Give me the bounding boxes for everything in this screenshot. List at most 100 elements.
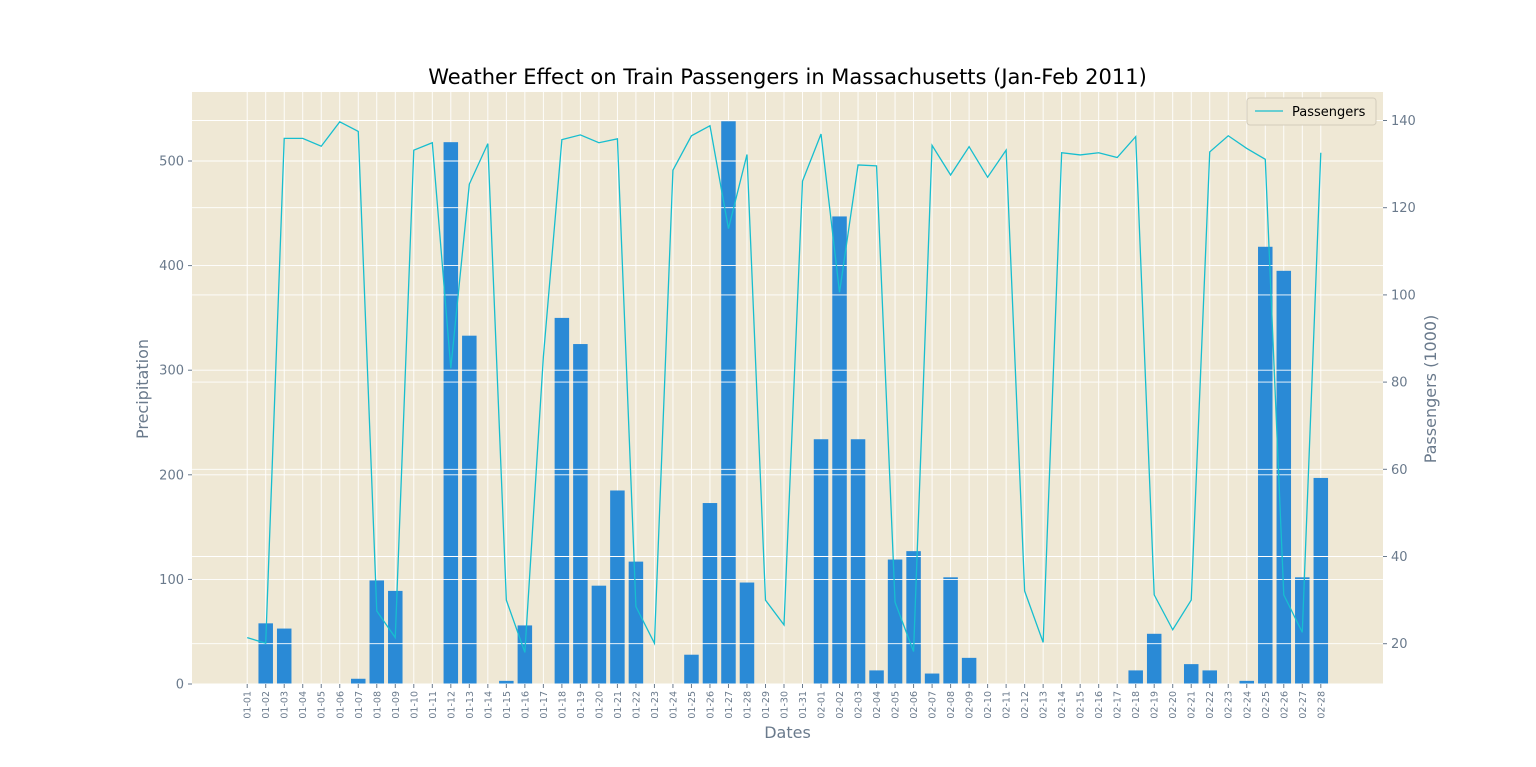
x-tick-label: 01-06 (335, 691, 346, 719)
precipitation-bar (850, 439, 866, 684)
x-tick-label: 01-23 (650, 691, 661, 719)
x-tick-label: 02-02 (835, 691, 846, 719)
x-tick-label: 01-30 (780, 691, 791, 719)
precipitation-bar (1258, 246, 1273, 684)
x-tick-label: 02-28 (1316, 691, 1327, 719)
precipitation-bar (832, 216, 847, 685)
x-tick-label: 02-01 (817, 691, 828, 719)
x-tick-label: 02-03 (854, 691, 865, 719)
precipitation-bar (887, 559, 903, 684)
passengers-line (247, 120, 1322, 653)
y-tick-label: 200 (159, 468, 184, 483)
y-tick-label: 400 (159, 259, 184, 274)
x-tick-label: 02-07 (928, 691, 939, 719)
x-tick-label: 02-19 (1150, 691, 1161, 719)
precipitation-bar (591, 585, 607, 684)
precipitation-bar (258, 623, 273, 684)
precipitation-bar (869, 670, 884, 684)
precipitation-bars (258, 121, 1329, 685)
precipitation-bar (443, 142, 459, 684)
x-tick-label: 01-29 (761, 691, 772, 719)
precipitation-bar (721, 121, 736, 684)
x-tick-label: 01-04 (298, 691, 309, 719)
precipitation-bar (517, 625, 533, 684)
y-tick-label: 100 (159, 573, 184, 588)
x-tick-label: 01-12 (446, 691, 457, 719)
precipitation-bar (739, 582, 755, 684)
x-tick-label: 02-16 (1094, 691, 1105, 719)
gridlines-overlay (192, 120, 1383, 685)
y2-tick-label: 20 (1391, 637, 1408, 652)
precipitation-bar (906, 551, 921, 684)
x-tick-label: 02-22 (1205, 691, 1216, 719)
x-tick-label: 01-19 (576, 691, 587, 719)
x-tick-label: 02-05 (891, 691, 902, 719)
x-tick-label: 02-15 (1076, 691, 1087, 719)
x-tick-label: 02-20 (1168, 691, 1179, 719)
x-tick-label: 01-16 (520, 691, 531, 719)
y2-tick-label: 140 (1391, 114, 1416, 129)
x-tick-label: 01-18 (557, 691, 568, 719)
y2-tick-label: 40 (1391, 550, 1408, 565)
y-tick-label: 0 (176, 678, 184, 693)
x-tick-label: 01-17 (539, 691, 550, 719)
precipitation-bar (1276, 270, 1292, 684)
x-tick-label: 02-10 (983, 691, 994, 719)
legend: Passengers (1246, 97, 1377, 126)
precipitation-bar (961, 657, 977, 684)
x-tick-label: 02-24 (1242, 691, 1253, 719)
y-axis-label: Precipitation (133, 339, 152, 439)
x-tick-label: 01-28 (742, 691, 753, 719)
x-tick-label: 01-05 (317, 691, 328, 719)
precipitation-bar (1183, 664, 1199, 684)
x-tick-label: 01-25 (687, 691, 698, 719)
precipitation-bar (369, 580, 385, 684)
y2-axis-ticks: 20 40 60 80 100 120 140 (1383, 114, 1416, 652)
precipitation-bar (276, 628, 292, 684)
x-tick-label: 01-21 (613, 691, 624, 719)
y2-axis-label: Passengers (1000) (1421, 315, 1440, 464)
precipitation-bar (1146, 633, 1162, 684)
x-tick-label: 01-22 (631, 691, 642, 719)
x-tick-label: 01-13 (465, 691, 476, 719)
x-tick-label: 02-06 (909, 691, 920, 719)
x-tick-label: 02-14 (1057, 691, 1068, 719)
plot-background (192, 92, 1383, 684)
x-tick-label: 02-17 (1113, 691, 1124, 719)
precipitation-bar (1128, 670, 1143, 684)
y2-tick-label: 100 (1391, 288, 1416, 303)
x-tick-label: 01-11 (428, 691, 439, 719)
x-tick-label: 01-14 (483, 691, 494, 719)
x-tick-label: 01-08 (372, 691, 383, 719)
x-tick-label: 02-26 (1279, 691, 1290, 719)
y2-tick-label: 120 (1391, 201, 1416, 216)
x-tick-label: 01-15 (502, 691, 513, 719)
x-tick-label: 01-03 (280, 691, 291, 719)
precipitation-bar (610, 490, 625, 684)
x-tick-label: 01-01 (243, 691, 254, 719)
y2-tick-label: 80 (1391, 376, 1408, 391)
precipitation-bar (813, 439, 829, 684)
precipitation-bar (1313, 477, 1329, 684)
precipitation-bar (351, 678, 366, 684)
precipitation-bar (1239, 680, 1255, 684)
x-tick-label: 02-27 (1298, 691, 1309, 719)
y-tick-label: 500 (159, 155, 184, 170)
y2-tick-label: 60 (1391, 463, 1408, 478)
x-tick-label: 02-23 (1224, 691, 1235, 719)
x-tick-label: 01-09 (391, 691, 402, 719)
precipitation-bar (684, 654, 699, 684)
x-tick-label: 02-18 (1131, 691, 1142, 719)
x-axis-label: Dates (764, 723, 811, 742)
precipitation-bar (702, 503, 718, 684)
precipitation-bar (554, 317, 570, 684)
y-tick-label: 300 (159, 364, 184, 379)
precipitation-bar (628, 561, 644, 684)
x-tick-label: 01-27 (724, 691, 735, 719)
x-tick-label: 01-02 (261, 691, 272, 719)
x-tick-label: 02-04 (872, 691, 883, 719)
y-axis-ticks: 0 100 200 300 400 500 (159, 155, 192, 693)
x-tick-label: 02-13 (1039, 691, 1050, 719)
x-tick-label: 01-24 (668, 691, 679, 719)
